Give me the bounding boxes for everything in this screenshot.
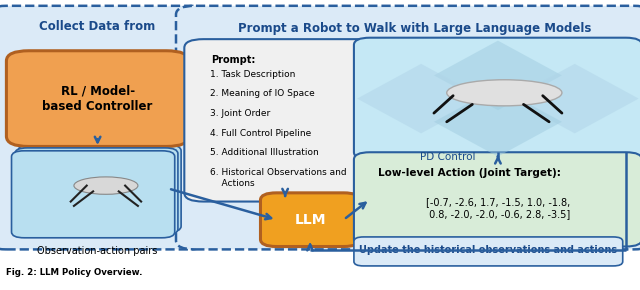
Text: [-0.7, -2.6, 1.7, -1.5, 1.0, -1.8,
 0.8, -2.0, -2.0, -0.6, 2.8, -3.5]: [-0.7, -2.6, 1.7, -1.5, 1.0, -1.8, 0.8, …	[426, 197, 570, 219]
FancyBboxPatch shape	[176, 6, 640, 249]
FancyBboxPatch shape	[354, 152, 640, 246]
Text: 1. Task Description: 1. Task Description	[210, 70, 295, 79]
Text: Collect Data from

Existing Controller: Collect Data from Existing Controller	[36, 20, 159, 63]
Text: Observation-action pairs: Observation-action pairs	[37, 246, 157, 256]
FancyBboxPatch shape	[12, 151, 175, 238]
Text: Prompt:: Prompt:	[211, 55, 255, 65]
FancyBboxPatch shape	[260, 193, 360, 246]
Text: LLM: LLM	[294, 213, 326, 227]
Polygon shape	[357, 64, 485, 133]
Polygon shape	[434, 87, 562, 157]
Polygon shape	[434, 41, 562, 110]
FancyBboxPatch shape	[15, 148, 178, 235]
Text: RL / Model-
based Controller: RL / Model- based Controller	[42, 85, 153, 113]
FancyBboxPatch shape	[354, 38, 640, 160]
Ellipse shape	[74, 177, 138, 194]
Text: Fig. 2: LLM Policy Overview.: Fig. 2: LLM Policy Overview.	[6, 268, 143, 277]
Text: 5. Additional Illustration: 5. Additional Illustration	[210, 148, 319, 157]
Text: Update the historical observations and actions: Update the historical observations and a…	[359, 245, 618, 255]
FancyBboxPatch shape	[18, 145, 181, 232]
Text: 3. Joint Order: 3. Joint Order	[210, 109, 270, 118]
Ellipse shape	[447, 80, 562, 106]
FancyBboxPatch shape	[184, 39, 386, 202]
Text: 2. Meaning of IO Space: 2. Meaning of IO Space	[210, 89, 315, 98]
Text: Low-level Action (Joint Target):: Low-level Action (Joint Target):	[378, 168, 561, 178]
Text: 6. Historical Observations and
    Actions: 6. Historical Observations and Actions	[210, 168, 346, 188]
Text: Prompt a Robot to Walk with Large Language Models: Prompt a Robot to Walk with Large Langua…	[237, 22, 591, 35]
Polygon shape	[511, 64, 639, 133]
Text: PD Control: PD Control	[420, 152, 476, 162]
FancyBboxPatch shape	[354, 237, 623, 266]
Text: 4. Full Control Pipeline: 4. Full Control Pipeline	[210, 129, 311, 138]
FancyBboxPatch shape	[6, 51, 189, 146]
FancyBboxPatch shape	[0, 6, 208, 249]
